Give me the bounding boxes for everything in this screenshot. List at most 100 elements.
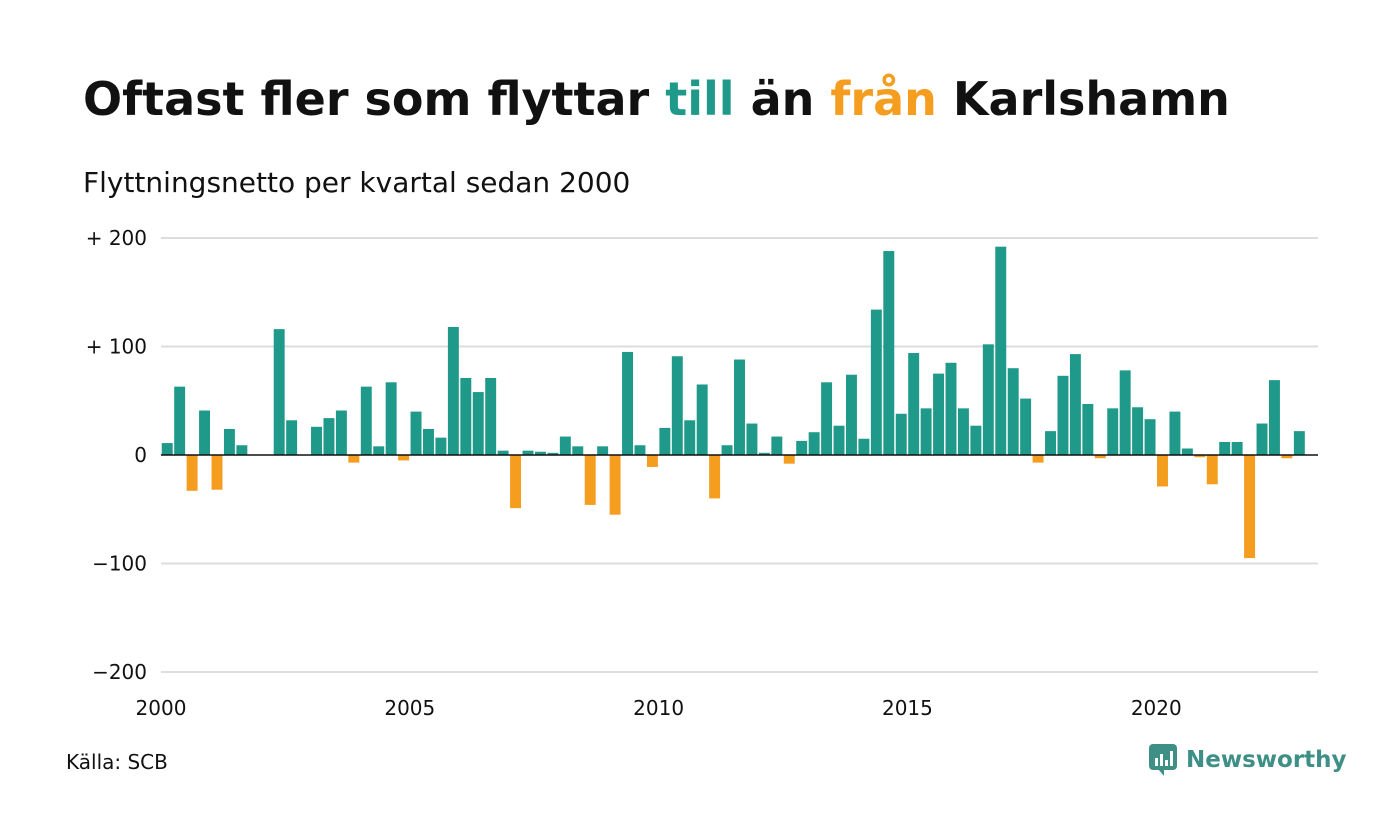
y-tick-label: −100: [92, 552, 147, 576]
bar: [796, 440, 808, 455]
bar: [236, 445, 248, 455]
bar: [1194, 455, 1206, 458]
bar: [1219, 441, 1231, 455]
bar: [572, 446, 584, 455]
bar: [423, 428, 434, 455]
bar: [485, 377, 497, 455]
bar: [1094, 455, 1106, 459]
bar: [559, 436, 571, 455]
bar: [1169, 411, 1181, 455]
y-tick-label: 0: [134, 443, 147, 467]
bar: [1082, 404, 1094, 455]
bar: [373, 446, 385, 455]
brand-name: Newsworthy: [1186, 747, 1347, 773]
title-highlight-from: från: [830, 72, 937, 126]
bar: [684, 420, 696, 455]
gridlines: [161, 237, 1318, 673]
bar: [883, 251, 895, 455]
bar: [1181, 448, 1193, 455]
bar: [510, 455, 522, 509]
bar: [945, 362, 957, 455]
bar: [534, 451, 546, 455]
bars: [161, 246, 1305, 559]
title-highlight-to: till: [665, 72, 735, 126]
bar: [1268, 380, 1280, 455]
bar: [995, 246, 1007, 455]
bar: [821, 382, 833, 455]
bar: [323, 418, 335, 455]
bar: [721, 445, 733, 455]
x-tick-label: 2000: [136, 696, 187, 720]
chart-subtitle: Flyttningsnetto per kvartal sedan 2000: [83, 166, 631, 199]
bar: [597, 446, 609, 455]
bar: [933, 373, 945, 455]
bar: [1293, 431, 1305, 455]
y-axis-ticks: + 200 + 100 0 −100 −200: [86, 226, 147, 684]
bar: [609, 455, 621, 515]
bar: [211, 455, 223, 490]
bar: [1256, 423, 1268, 455]
bar: [547, 452, 559, 455]
bar: [1045, 431, 1056, 455]
bar: [957, 408, 969, 455]
y-tick-label: + 200: [86, 226, 147, 250]
x-axis-ticks: 2000 2005 2010 2015 2020: [136, 696, 1182, 720]
bar: [447, 326, 459, 455]
bar: [1069, 354, 1081, 455]
x-tick-label: 2015: [882, 696, 933, 720]
bar: [709, 455, 721, 499]
bar: [858, 438, 870, 455]
bar: [311, 426, 322, 455]
bar: [659, 427, 671, 455]
bar: [808, 432, 820, 455]
bar: [348, 455, 360, 463]
x-tick-label: 2005: [384, 696, 435, 720]
title-part2: än: [734, 72, 831, 126]
bar: [273, 329, 285, 455]
bar: [161, 443, 173, 455]
bar: [360, 386, 372, 455]
bar: [771, 436, 783, 455]
bar: [223, 428, 235, 455]
bar: [908, 353, 920, 455]
bar: [970, 425, 982, 455]
bar: [1144, 419, 1156, 455]
x-tick-label: 2020: [1131, 696, 1182, 720]
source-note: Källa: SCB: [66, 750, 168, 774]
bar: [1132, 407, 1144, 455]
bar: [385, 382, 397, 455]
y-tick-label: −200: [92, 660, 147, 684]
bar: [335, 410, 347, 455]
bar: [622, 351, 634, 455]
bar: [870, 309, 882, 455]
bar: [1157, 455, 1168, 487]
chart-title: Oftast fler som flyttar till än från Kar…: [83, 72, 1230, 126]
bar: [734, 359, 745, 455]
bar: [1032, 455, 1044, 463]
bar: [696, 384, 708, 455]
bar: [472, 392, 484, 455]
bar: [497, 450, 509, 455]
bar: [845, 374, 857, 455]
bar: [833, 425, 845, 455]
bar: [920, 408, 932, 455]
bar: [435, 437, 447, 455]
title-part3: Karlshamn: [936, 72, 1230, 126]
bar: [746, 423, 758, 455]
bar: [584, 455, 596, 505]
bar: [1244, 455, 1256, 559]
x-tick-label: 2010: [633, 696, 684, 720]
bar: [174, 386, 186, 455]
bar: [1107, 408, 1119, 455]
title-part1: Oftast fler som flyttar: [83, 72, 666, 126]
brand-logo: Newsworthy: [1148, 743, 1347, 777]
bar: [199, 410, 211, 455]
bar: [186, 455, 198, 491]
bar: [895, 413, 907, 455]
bar: [634, 445, 646, 455]
bar: [671, 356, 683, 455]
bar: [410, 411, 422, 455]
bar: [460, 377, 472, 455]
bar: [398, 455, 410, 461]
